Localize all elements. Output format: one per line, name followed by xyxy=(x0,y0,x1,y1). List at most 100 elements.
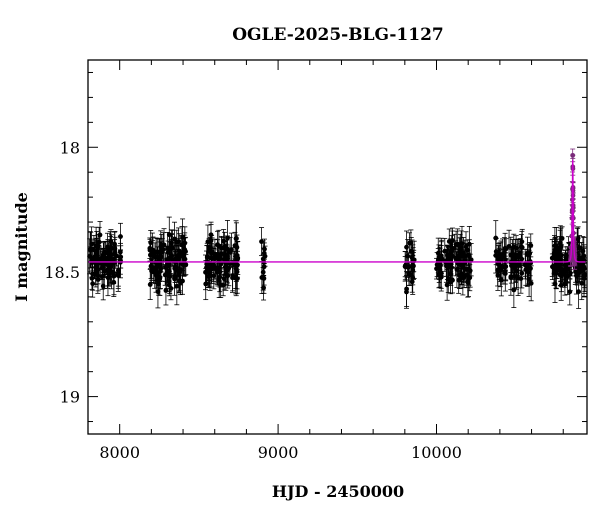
chart-title: OGLE-2025-BLG-1127 xyxy=(232,25,444,45)
point-marker xyxy=(522,261,528,267)
data-point xyxy=(98,248,104,270)
data-point xyxy=(558,254,564,283)
point-marker xyxy=(495,267,501,273)
point-marker xyxy=(582,272,588,278)
data-point xyxy=(553,227,559,266)
point-marker xyxy=(221,238,227,244)
point-marker xyxy=(115,273,121,278)
point-marker xyxy=(259,239,264,244)
point-marker xyxy=(233,236,239,241)
point-marker xyxy=(558,265,564,271)
data-point xyxy=(519,246,525,272)
y-tick-label: 19 xyxy=(60,388,80,407)
point-marker xyxy=(456,277,462,283)
point-marker xyxy=(158,254,164,260)
point-marker xyxy=(155,289,161,295)
point-marker xyxy=(465,253,471,258)
point-marker xyxy=(102,249,108,255)
data-point xyxy=(508,236,514,273)
data-point xyxy=(166,273,172,297)
data-point xyxy=(528,265,534,302)
data-point xyxy=(115,259,121,292)
point-marker xyxy=(512,262,518,268)
data-point xyxy=(112,239,118,269)
y-axis-label: I magnitude xyxy=(12,192,31,302)
point-marker xyxy=(118,254,124,260)
point-marker xyxy=(161,242,167,248)
point-marker xyxy=(468,257,474,263)
point-marker xyxy=(552,250,557,256)
point-marker xyxy=(234,276,240,282)
data-point xyxy=(411,240,417,279)
point-marker xyxy=(174,283,180,289)
point-marker xyxy=(156,281,161,287)
plot-frame xyxy=(87,59,588,435)
point-marker xyxy=(567,289,573,295)
data-point xyxy=(220,274,226,297)
data-point xyxy=(434,252,440,278)
x-tick-label: 10000 xyxy=(411,443,462,462)
point-marker xyxy=(225,235,230,241)
point-marker xyxy=(166,282,172,288)
data-points xyxy=(87,148,588,309)
point-marker xyxy=(181,246,187,252)
data-point xyxy=(259,227,265,257)
point-marker xyxy=(112,251,117,257)
point-marker xyxy=(411,257,417,263)
point-marker xyxy=(511,287,517,293)
data-point xyxy=(444,269,450,301)
point-marker xyxy=(404,244,409,250)
data-point xyxy=(221,229,227,254)
point-marker xyxy=(519,256,525,262)
point-marker xyxy=(89,260,95,266)
point-marker xyxy=(103,255,109,261)
point-marker xyxy=(458,245,464,251)
y-tick-label: 18 xyxy=(60,138,80,157)
point-marker xyxy=(577,245,582,251)
point-marker xyxy=(207,269,212,275)
point-marker xyxy=(211,262,217,268)
data-point xyxy=(261,248,267,286)
point-marker xyxy=(98,256,104,262)
data-point xyxy=(456,266,462,294)
point-marker xyxy=(205,239,211,245)
point-marker xyxy=(513,252,518,258)
point-marker xyxy=(96,239,102,245)
point-marker xyxy=(528,243,534,248)
point-marker xyxy=(450,238,455,243)
data-point xyxy=(498,263,504,297)
data-point xyxy=(230,262,236,293)
data-point xyxy=(261,275,267,301)
point-marker xyxy=(525,270,531,275)
data-point xyxy=(103,241,109,275)
x-tick-label: 9000 xyxy=(258,443,299,462)
data-point xyxy=(552,264,558,303)
point-marker xyxy=(434,266,439,272)
point-marker xyxy=(508,252,514,258)
model-curve-group xyxy=(88,159,586,263)
point-marker xyxy=(215,242,220,248)
point-marker xyxy=(148,240,154,246)
point-marker xyxy=(405,264,411,270)
data-point xyxy=(147,269,153,300)
model-curve xyxy=(88,159,586,263)
point-marker xyxy=(404,286,409,292)
point-marker xyxy=(573,268,579,274)
data-point xyxy=(466,252,472,286)
point-marker xyxy=(147,245,153,251)
point-marker xyxy=(554,243,559,249)
data-point xyxy=(439,239,445,278)
data-point xyxy=(95,267,101,292)
point-marker xyxy=(498,252,504,257)
data-point xyxy=(203,254,209,291)
data-point xyxy=(513,238,519,271)
point-marker xyxy=(217,269,223,275)
data-point xyxy=(405,256,411,278)
point-marker xyxy=(234,253,240,259)
point-marker xyxy=(182,256,188,262)
data-point xyxy=(528,233,534,258)
point-marker xyxy=(458,272,464,278)
x-axis-label: HJD - 2450000 xyxy=(272,482,404,501)
axis-ticks xyxy=(87,60,587,434)
